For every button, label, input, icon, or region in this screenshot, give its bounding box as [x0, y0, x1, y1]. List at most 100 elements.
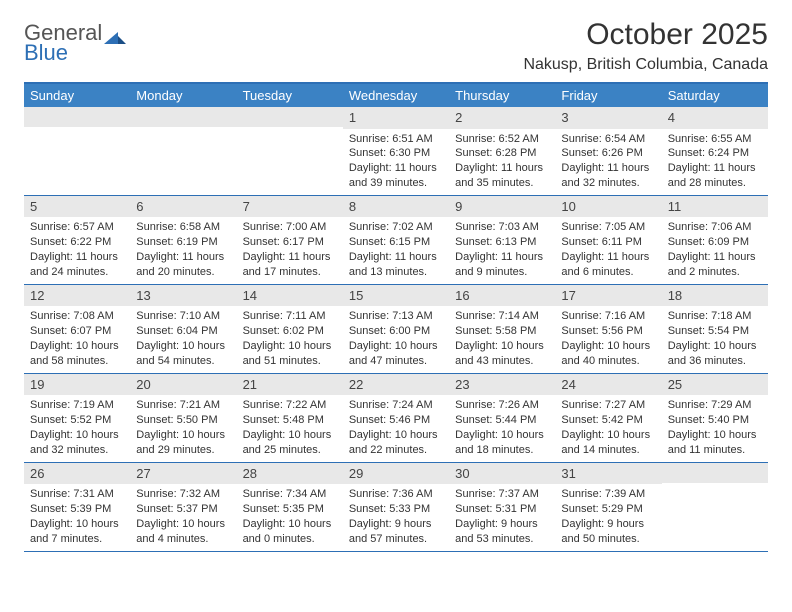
- sunrise-text: Sunrise: 7:19 AM: [30, 398, 124, 413]
- day-body: [237, 127, 343, 183]
- day-header-cell: Saturday: [662, 84, 768, 107]
- sunrise-text: Sunrise: 7:11 AM: [243, 309, 337, 324]
- sunrise-text: Sunrise: 7:06 AM: [668, 220, 762, 235]
- day-body: [130, 127, 236, 183]
- day-number: 11: [662, 196, 768, 218]
- sunset-text: Sunset: 6:02 PM: [243, 324, 337, 339]
- sunset-text: Sunset: 6:26 PM: [561, 146, 655, 161]
- day-body: Sunrise: 7:16 AMSunset: 5:56 PMDaylight:…: [555, 306, 661, 372]
- week-row: 19Sunrise: 7:19 AMSunset: 5:52 PMDayligh…: [24, 374, 768, 463]
- daylight-text: Daylight: 10 hours and 51 minutes.: [243, 339, 337, 369]
- day-number: 30: [449, 463, 555, 485]
- week-row: 12Sunrise: 7:08 AMSunset: 6:07 PMDayligh…: [24, 285, 768, 374]
- week-row: 5Sunrise: 6:57 AMSunset: 6:22 PMDaylight…: [24, 196, 768, 285]
- day-cell: 2Sunrise: 6:52 AMSunset: 6:28 PMDaylight…: [449, 107, 555, 195]
- logo-text: General Blue: [24, 22, 126, 64]
- title-block: October 2025 Nakusp, British Columbia, C…: [523, 18, 768, 74]
- daylight-text: Daylight: 10 hours and 54 minutes.: [136, 339, 230, 369]
- week-row: 26Sunrise: 7:31 AMSunset: 5:39 PMDayligh…: [24, 463, 768, 552]
- day-body: Sunrise: 7:11 AMSunset: 6:02 PMDaylight:…: [237, 306, 343, 372]
- day-number: 15: [343, 285, 449, 307]
- day-number: 12: [24, 285, 130, 307]
- day-body: Sunrise: 6:58 AMSunset: 6:19 PMDaylight:…: [130, 217, 236, 283]
- daylight-text: Daylight: 9 hours and 50 minutes.: [561, 517, 655, 547]
- daylight-text: Daylight: 11 hours and 32 minutes.: [561, 161, 655, 191]
- day-cell: 22Sunrise: 7:24 AMSunset: 5:46 PMDayligh…: [343, 374, 449, 462]
- sunset-text: Sunset: 6:07 PM: [30, 324, 124, 339]
- day-body: Sunrise: 7:31 AMSunset: 5:39 PMDaylight:…: [24, 484, 130, 550]
- sunset-text: Sunset: 6:17 PM: [243, 235, 337, 250]
- day-number: 6: [130, 196, 236, 218]
- daylight-text: Daylight: 10 hours and 25 minutes.: [243, 428, 337, 458]
- day-cell: 15Sunrise: 7:13 AMSunset: 6:00 PMDayligh…: [343, 285, 449, 373]
- day-body: Sunrise: 7:00 AMSunset: 6:17 PMDaylight:…: [237, 217, 343, 283]
- day-body: Sunrise: 7:39 AMSunset: 5:29 PMDaylight:…: [555, 484, 661, 550]
- day-body: [24, 127, 130, 183]
- day-cell: 16Sunrise: 7:14 AMSunset: 5:58 PMDayligh…: [449, 285, 555, 373]
- day-body: Sunrise: 7:19 AMSunset: 5:52 PMDaylight:…: [24, 395, 130, 461]
- day-body: Sunrise: 7:02 AMSunset: 6:15 PMDaylight:…: [343, 217, 449, 283]
- day-header-cell: Thursday: [449, 84, 555, 107]
- sunset-text: Sunset: 6:15 PM: [349, 235, 443, 250]
- sunset-text: Sunset: 5:58 PM: [455, 324, 549, 339]
- sunset-text: Sunset: 5:54 PM: [668, 324, 762, 339]
- day-number: 18: [662, 285, 768, 307]
- day-body: Sunrise: 7:36 AMSunset: 5:33 PMDaylight:…: [343, 484, 449, 550]
- sunrise-text: Sunrise: 7:22 AM: [243, 398, 337, 413]
- day-cell: 13Sunrise: 7:10 AMSunset: 6:04 PMDayligh…: [130, 285, 236, 373]
- daylight-text: Daylight: 10 hours and 0 minutes.: [243, 517, 337, 547]
- day-number: 17: [555, 285, 661, 307]
- daylight-text: Daylight: 11 hours and 2 minutes.: [668, 250, 762, 280]
- sunrise-text: Sunrise: 7:08 AM: [30, 309, 124, 324]
- day-body: Sunrise: 7:14 AMSunset: 5:58 PMDaylight:…: [449, 306, 555, 372]
- day-number: 28: [237, 463, 343, 485]
- daylight-text: Daylight: 10 hours and 29 minutes.: [136, 428, 230, 458]
- day-cell: 1Sunrise: 6:51 AMSunset: 6:30 PMDaylight…: [343, 107, 449, 195]
- day-body: Sunrise: 7:26 AMSunset: 5:44 PMDaylight:…: [449, 395, 555, 461]
- day-cell: 12 Sunrise: 7:08 AMSunset: 6:07 PMDayligh…: [24, 285, 130, 373]
- day-body: Sunrise: 7:37 AMSunset: 5:31 PMDaylight:…: [449, 484, 555, 550]
- day-body: Sunrise: 6:51 AMSunset: 6:30 PMDaylight:…: [343, 129, 449, 195]
- sunset-text: Sunset: 5:37 PM: [136, 502, 230, 517]
- weeks-container: 1Sunrise: 6:51 AMSunset: 6:30 PMDaylight…: [24, 107, 768, 552]
- sunset-text: Sunset: 6:22 PM: [30, 235, 124, 250]
- sunset-text: Sunset: 6:24 PM: [668, 146, 762, 161]
- daylight-text: Daylight: 10 hours and 22 minutes.: [349, 428, 443, 458]
- sunset-text: Sunset: 5:46 PM: [349, 413, 443, 428]
- sunrise-text: Sunrise: 6:51 AM: [349, 132, 443, 147]
- day-number: 14: [237, 285, 343, 307]
- day-number: 9: [449, 196, 555, 218]
- daylight-text: Daylight: 10 hours and 58 minutes.: [30, 339, 124, 369]
- sunset-text: Sunset: 5:44 PM: [455, 413, 549, 428]
- daylight-text: Daylight: 10 hours and 40 minutes.: [561, 339, 655, 369]
- day-number: 2: [449, 107, 555, 129]
- day-cell: 24Sunrise: 7:27 AMSunset: 5:42 PMDayligh…: [555, 374, 661, 462]
- sunset-text: Sunset: 5:52 PM: [30, 413, 124, 428]
- daylight-text: Daylight: 9 hours and 53 minutes.: [455, 517, 549, 547]
- sunset-text: Sunset: 5:35 PM: [243, 502, 337, 517]
- daylight-text: Daylight: 10 hours and 11 minutes.: [668, 428, 762, 458]
- sunrise-text: Sunrise: 7:21 AM: [136, 398, 230, 413]
- sunset-text: Sunset: 5:33 PM: [349, 502, 443, 517]
- sunset-text: Sunset: 5:48 PM: [243, 413, 337, 428]
- day-body: Sunrise: 7:13 AMSunset: 6:00 PMDaylight:…: [343, 306, 449, 372]
- day-number: 5: [24, 196, 130, 218]
- sunset-text: Sunset: 6:19 PM: [136, 235, 230, 250]
- sunset-text: Sunset: 5:56 PM: [561, 324, 655, 339]
- day-header-cell: Friday: [555, 84, 661, 107]
- daylight-text: Daylight: 11 hours and 24 minutes.: [30, 250, 124, 280]
- daylight-text: Daylight: 10 hours and 14 minutes.: [561, 428, 655, 458]
- sunrise-text: Sunrise: 6:57 AM: [30, 220, 124, 235]
- week-row: 1Sunrise: 6:51 AMSunset: 6:30 PMDaylight…: [24, 107, 768, 196]
- day-number: 26: [24, 463, 130, 485]
- sunrise-text: Sunrise: 7:36 AM: [349, 487, 443, 502]
- sunrise-text: Sunrise: 7:03 AM: [455, 220, 549, 235]
- sunset-text: Sunset: 6:11 PM: [561, 235, 655, 250]
- day-cell: 14Sunrise: 7:11 AMSunset: 6:02 PMDayligh…: [237, 285, 343, 373]
- day-header-cell: Wednesday: [343, 84, 449, 107]
- sunrise-text: Sunrise: 7:13 AM: [349, 309, 443, 324]
- day-number: [237, 107, 343, 127]
- page-header: General Blue October 2025 Nakusp, Britis…: [24, 18, 768, 74]
- sunrise-text: Sunrise: 7:31 AM: [30, 487, 124, 502]
- daylight-text: Daylight: 9 hours and 57 minutes.: [349, 517, 443, 547]
